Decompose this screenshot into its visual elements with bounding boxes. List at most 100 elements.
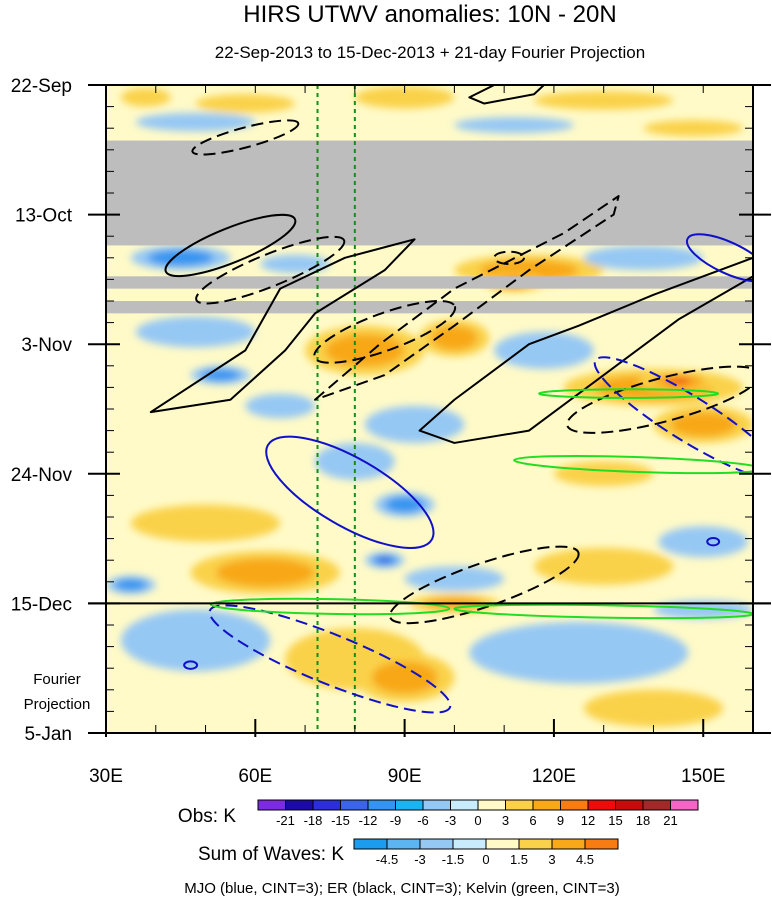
y-tick-label-1: 13-Oct <box>15 206 73 227</box>
obs-colorbar-level-6: -3 <box>445 813 457 828</box>
er-contour-2 <box>418 256 753 444</box>
obs-colorbar-level-8: 3 <box>502 813 509 828</box>
obs-colorbar: Obs: K -21 -18 -15 -12 -9 -6 -3 0 3 6 9 12 15 18 21 <box>178 799 699 828</box>
anomaly-blob-38 <box>583 689 724 727</box>
anomaly-field <box>106 86 753 727</box>
obs-colorbar-level-12: 15 <box>608 813 622 828</box>
y-axis: 22-Sep 13-Oct 3-Nov 24-Nov 15-Dec 5-Jan <box>11 76 771 745</box>
obs-colorbar-level-11: 12 <box>581 813 595 828</box>
anomaly-blob-19-core1 <box>670 412 737 437</box>
obs-colorbar-swatch-5 <box>395 799 424 811</box>
obs-colorbar-swatch-7 <box>450 799 479 811</box>
anomaly-blob-11 <box>583 245 704 271</box>
anomaly-blob-0 <box>120 88 171 107</box>
waves-colorbar-swatch-0 <box>353 838 388 850</box>
er-contour-8 <box>388 545 580 625</box>
x-tick-label-4: 150E <box>681 766 725 787</box>
waves-colorbar-level-2: -1.5 <box>442 852 464 867</box>
obs-colorbar-level-1: -18 <box>304 813 323 828</box>
obs-colorbar-level-7: 0 <box>474 813 481 828</box>
anomaly-blob-14-core1 <box>325 334 405 367</box>
contour-legend: MJO (blue, CINT=3); ER (black, CINT=3); … <box>184 880 620 897</box>
obs-colorbar-level-9: 6 <box>529 813 536 828</box>
er-contour-1 <box>149 238 416 414</box>
anomaly-blob-2 <box>354 86 455 109</box>
obs-colorbar-swatch-6 <box>422 799 451 811</box>
anomaly-blob-1 <box>195 94 296 113</box>
anomaly-blob-21 <box>245 393 316 419</box>
obs-colorbar-label: Obs: K <box>178 806 236 827</box>
x-tick-label-3: 120E <box>532 766 576 787</box>
anomaly-blob-29 <box>534 547 674 585</box>
obs-colorbar-swatch-12 <box>587 799 616 811</box>
missing-data-band-1 <box>106 276 753 289</box>
er-contour-6 <box>314 195 620 401</box>
waves-colorbar-level-6: 4.5 <box>576 852 594 867</box>
reference-longitudes <box>316 85 356 733</box>
anomaly-blob-27-core2 <box>378 557 392 563</box>
anomaly-blob-37 <box>469 621 689 684</box>
wave-contours <box>149 85 753 714</box>
mjo-contour-14 <box>706 536 721 547</box>
anomaly-blob-4 <box>135 112 256 132</box>
x-tick-label-0: 30E <box>89 766 123 787</box>
obs-colorbar-swatch-3 <box>340 799 369 811</box>
anomaly-blob-26-core1 <box>215 558 315 587</box>
anomaly-blob-36-core1 <box>371 661 438 694</box>
obs-colorbar-level-0: -21 <box>276 813 295 828</box>
mjo-contour-12 <box>685 233 753 283</box>
mjo-contour-13 <box>183 660 199 670</box>
y-tick-label-3: 24-Nov <box>11 465 73 486</box>
chart-title: HIRS UTWV anomalies: 10N - 20N <box>243 1 616 28</box>
obs-colorbar-level-13: 18 <box>636 813 650 828</box>
obs-colorbar-level-4: -9 <box>390 813 402 828</box>
obs-colorbar-level-5: -6 <box>417 813 429 828</box>
waves-colorbar-swatch-4 <box>485 838 520 850</box>
chart-subtitle: 22-Sep-2013 to 15-Dec-2013 + 21-day Four… <box>215 43 645 62</box>
obs-colorbar-swatch-1 <box>285 799 314 811</box>
er-contour-10 <box>493 250 526 265</box>
x-tick-label-1: 60E <box>238 766 272 787</box>
anomaly-blob-6 <box>643 120 744 137</box>
obs-colorbar-swatch-9 <box>505 799 534 811</box>
missing-data-band-0 <box>106 140 753 246</box>
obs-colorbar-level-3: -12 <box>359 813 378 828</box>
anomaly-blob-5 <box>454 117 574 134</box>
y-tick-label-5: 5-Jan <box>24 724 72 745</box>
obs-colorbar-swatch-14 <box>642 799 671 811</box>
mjo-contour-15 <box>208 604 452 714</box>
anomaly-blob-30 <box>658 526 749 558</box>
y-tick-label-2: 3-Nov <box>21 335 72 356</box>
anomaly-blob-31-core1 <box>114 578 148 591</box>
anomaly-blob-23-core1 <box>384 496 425 513</box>
er-contour-5 <box>195 235 346 305</box>
obs-colorbar-swatch-2 <box>312 799 341 811</box>
obs-colorbar-swatch-15 <box>670 799 699 811</box>
x-tick-label-2: 90E <box>388 766 422 787</box>
kelvin-contour-17 <box>537 388 720 399</box>
obs-colorbar-swatch-4 <box>367 799 396 811</box>
er-contour-7 <box>313 299 457 364</box>
waves-colorbar-swatch-5 <box>518 838 553 850</box>
er-contour-3 <box>468 85 545 105</box>
anomaly-blob-3 <box>534 91 674 110</box>
obs-colorbar-swatch-10 <box>532 799 561 811</box>
missing-data-bands <box>106 140 753 314</box>
mjo-contour-16 <box>593 356 753 481</box>
anomaly-blob-34 <box>120 609 271 672</box>
waves-colorbar-level-3: 0 <box>482 852 489 867</box>
anomaly-blob-20 <box>364 405 465 443</box>
obs-colorbar-swatch-8 <box>477 799 506 811</box>
obs-colorbar-level-10: 9 <box>557 813 564 828</box>
anomaly-blob-24 <box>553 461 654 487</box>
waves-colorbar-label: Sum of Waves: K <box>198 844 344 865</box>
y-tick-label-0: 22-Sep <box>11 76 72 97</box>
anomaly-blob-28 <box>404 566 505 592</box>
obs-colorbar-level-2: -15 <box>331 813 350 828</box>
anomaly-blob-16 <box>494 331 594 369</box>
waves-colorbar-level-5: 3 <box>548 852 555 867</box>
waves-colorbar-level-0: -4.5 <box>376 852 398 867</box>
waves-colorbar-swatch-2 <box>419 838 454 850</box>
anomaly-blob-12 <box>135 316 256 348</box>
waves-colorbar-swatch-6 <box>551 838 586 850</box>
